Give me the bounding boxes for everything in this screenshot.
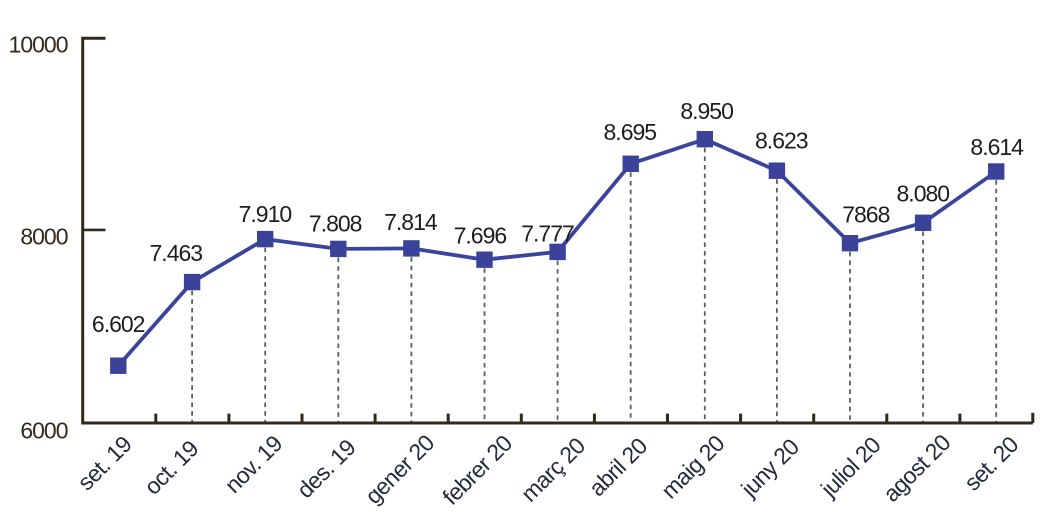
svg-text:set. 19: set. 19 <box>72 431 136 495</box>
svg-text:oct. 19: oct. 19 <box>139 435 203 499</box>
svg-text:8.950: 8.950 <box>680 98 733 124</box>
svg-text:juny 20: juny 20 <box>735 434 804 503</box>
svg-text:7.814: 7.814 <box>384 209 438 235</box>
svg-text:10000: 10000 <box>9 32 68 58</box>
svg-text:febrer 20: febrer 20 <box>437 430 517 510</box>
svg-text:agost 20: agost 20 <box>878 429 955 506</box>
svg-text:7868: 7868 <box>842 202 889 228</box>
svg-text:7.463: 7.463 <box>150 240 203 266</box>
svg-text:6.602: 6.602 <box>92 311 145 337</box>
svg-text:gener 20: gener 20 <box>360 430 439 509</box>
svg-text:7.910: 7.910 <box>239 201 292 227</box>
svg-text:8.623: 8.623 <box>755 128 808 154</box>
svg-text:8.695: 8.695 <box>604 119 657 145</box>
svg-text:set. 20: set. 20 <box>959 431 1023 495</box>
svg-text:juliol 20: juliol 20 <box>815 432 885 502</box>
svg-text:8000: 8000 <box>20 224 67 250</box>
svg-text:maig 20: maig 20 <box>656 430 729 503</box>
svg-text:nov. 19: nov. 19 <box>220 430 288 498</box>
svg-text:7.777: 7.777 <box>521 221 574 247</box>
svg-text:8.614: 8.614 <box>970 134 1024 160</box>
svg-text:març 20: març 20 <box>516 433 590 507</box>
svg-text:abril 20: abril 20 <box>584 433 652 501</box>
svg-text:7.808: 7.808 <box>309 211 362 237</box>
svg-text:7.696: 7.696 <box>454 223 507 249</box>
svg-text:des. 19: des. 19 <box>292 434 361 503</box>
svg-text:6000: 6000 <box>20 418 67 444</box>
svg-text:8.080: 8.080 <box>897 181 950 207</box>
